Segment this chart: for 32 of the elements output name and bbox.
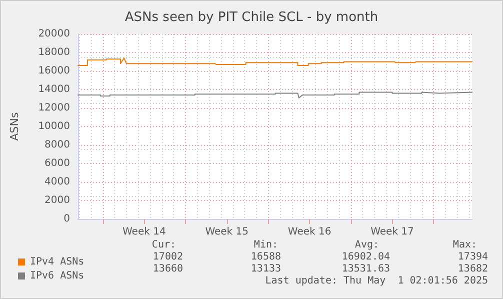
legend-label: IPv4 ASNs	[30, 256, 84, 268]
text: 13531.63	[342, 264, 390, 274]
text: 13133	[250, 264, 282, 274]
y-tick-label: 2000	[44, 195, 70, 206]
text: 17002	[152, 252, 184, 262]
y-tick-label: 18000	[38, 47, 70, 58]
y-tick-label: 20000	[38, 28, 70, 40]
y-tick-label: 0	[64, 214, 70, 224]
legend-label: IPv6 ASNs	[30, 270, 84, 282]
chart-title: ASNs seen by PIT Chile SCL - by month	[124, 10, 378, 25]
text: 13660	[152, 264, 184, 274]
y-tick-label: 4000	[44, 176, 70, 188]
text: 17394	[458, 252, 488, 262]
text: Avg:	[354, 240, 380, 250]
x-tick-label: Week 16	[288, 226, 332, 238]
y-tick-label: 16000	[38, 66, 70, 76]
text: Cur:	[152, 240, 176, 250]
y-tick-label: 8000	[44, 140, 70, 150]
y-tick-label: 6000	[44, 158, 70, 169]
text: Last update: Thu May 1 02:01:56 2025	[265, 276, 488, 286]
y-tick-label: 14000	[38, 84, 70, 95]
y-axis-title: ASNs	[8, 112, 21, 141]
y-tick-label: 10000	[38, 121, 70, 132]
text: 13682	[458, 264, 488, 274]
y-tick-label: 12000	[38, 102, 70, 114]
x-tick-label: Week 17	[370, 226, 414, 238]
x-tick-label: Week 14	[122, 226, 166, 238]
text: Min:	[254, 240, 278, 250]
text: 16588	[250, 252, 282, 262]
text: 16902.04	[342, 252, 390, 262]
x-tick-label: Week 15	[205, 226, 249, 238]
text: Max:	[452, 240, 478, 250]
